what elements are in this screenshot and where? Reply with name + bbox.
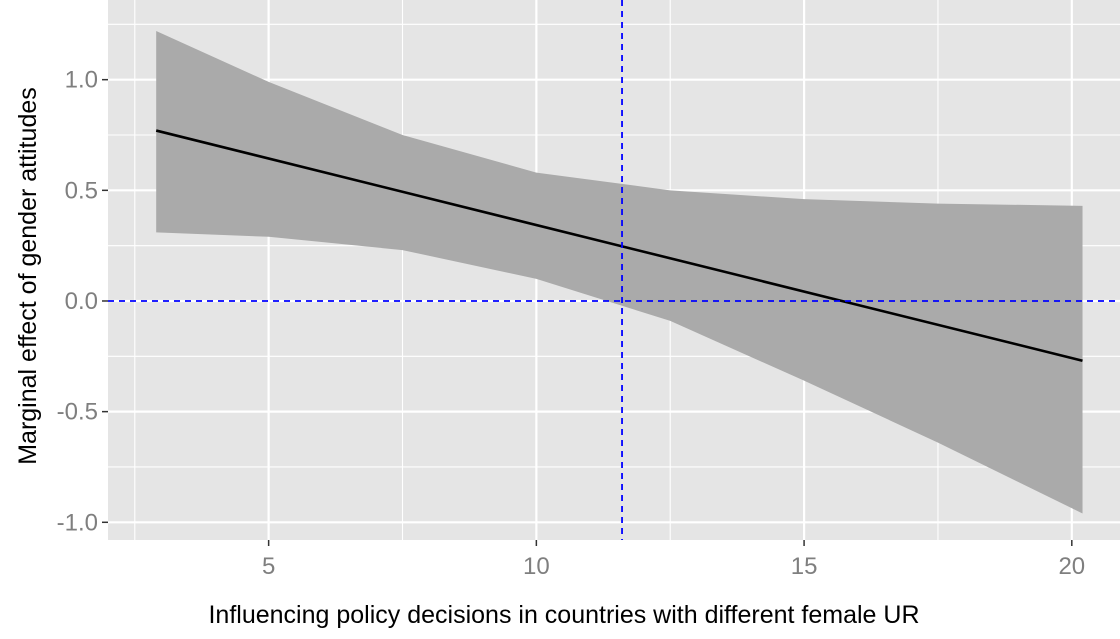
- x-tick-label: 5: [262, 553, 275, 580]
- y-tick-label: -0.5: [57, 399, 98, 426]
- x-tick-label: 15: [791, 553, 818, 580]
- x-tick-label: 10: [523, 553, 550, 580]
- confidence-ribbon: [156, 30, 1083, 514]
- fit-line: [155, 129, 1083, 363]
- y-tick-label: 0.0: [65, 288, 98, 315]
- y-tick-label: 0.5: [65, 177, 98, 204]
- series-layer: [155, 129, 1083, 363]
- reference-lines: [108, 0, 1120, 540]
- y-axis-ticks: -1.0 -0.5 0.0 0.5 1.0: [57, 67, 108, 536]
- y-tick-label: 1.0: [65, 67, 98, 94]
- x-axis-ticks: 5 10 15 20: [262, 540, 1085, 580]
- y-tick-label: -1.0: [57, 509, 98, 536]
- y-axis-title: Marginal effect of gender attitudes: [14, 87, 42, 465]
- x-tick-label: 20: [1058, 553, 1085, 580]
- x-axis-title: Influencing policy decisions in countrie…: [208, 601, 919, 629]
